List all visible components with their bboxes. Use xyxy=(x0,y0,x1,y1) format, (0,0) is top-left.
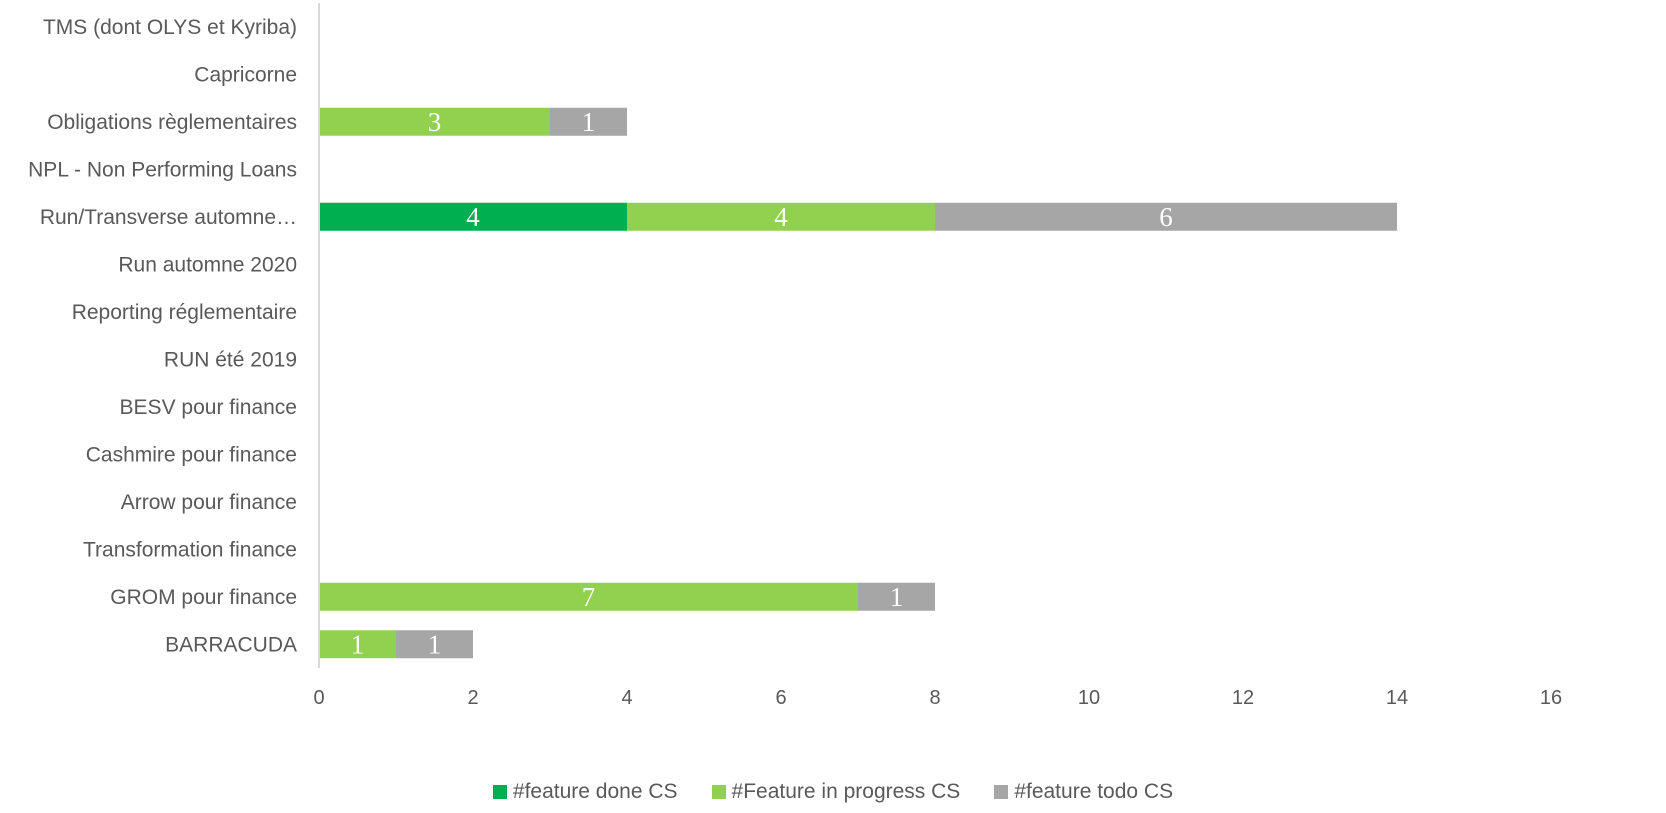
legend-swatch xyxy=(994,785,1009,799)
data-label: 1 xyxy=(582,107,596,137)
legend-swatch xyxy=(492,785,507,799)
category-label: GROM pour finance xyxy=(110,586,297,609)
category-label: Capricorne xyxy=(194,63,297,86)
category-label: Run automne 2020 xyxy=(118,253,297,276)
bar-segment xyxy=(319,202,627,231)
bar-segment xyxy=(550,107,627,136)
data-label: 1 xyxy=(428,629,442,659)
bar-segment xyxy=(858,582,935,611)
category-label: Reporting réglementaire xyxy=(72,301,297,324)
legend-item: #Feature in progress CS xyxy=(711,780,961,804)
data-label: 1 xyxy=(890,582,904,612)
x-tick-label: 2 xyxy=(467,687,478,709)
data-label: 4 xyxy=(774,202,788,232)
category-label: BARRACUDA xyxy=(165,633,297,656)
x-tick-label: 14 xyxy=(1386,687,1408,709)
legend-label: #feature done CS xyxy=(512,780,678,803)
x-tick-label: 0 xyxy=(313,687,324,709)
legend-swatch xyxy=(711,785,726,799)
category-label: Arrow pour finance xyxy=(121,491,297,514)
x-tick-label: 4 xyxy=(621,687,632,709)
category-label: Transformation finance xyxy=(83,538,297,561)
category-label: NPL - Non Performing Loans xyxy=(28,158,297,181)
legend-item: #feature done CS xyxy=(492,780,678,804)
chart-plot: TMS (dont OLYS et Kyriba) Capricorne Oblig… xyxy=(28,3,1562,709)
bar-segment xyxy=(396,630,473,659)
legend-item: #feature todo CS xyxy=(994,780,1173,804)
category-label: Obligations règlementaires xyxy=(47,111,297,134)
category-label: BESV pour finance xyxy=(120,396,297,419)
bar-segment xyxy=(627,202,935,231)
bar-segment xyxy=(319,582,858,611)
bar-segment xyxy=(935,202,1397,231)
data-label: 7 xyxy=(582,582,596,612)
data-label: 4 xyxy=(466,202,480,232)
category-label: Run/Transverse automne… xyxy=(40,206,297,229)
legend-label: #feature todo CS xyxy=(1014,780,1174,803)
category-label: TMS (dont OLYS et Kyriba) xyxy=(43,16,297,39)
x-tick-label: 6 xyxy=(775,687,786,709)
x-tick-label: 10 xyxy=(1078,687,1100,709)
x-tick-label: 12 xyxy=(1232,687,1254,709)
legend-label: #Feature in progress CS xyxy=(731,780,961,803)
data-label: 3 xyxy=(428,107,442,137)
data-label: 6 xyxy=(1159,202,1173,232)
bar-segment xyxy=(319,107,550,136)
x-tick-label: 8 xyxy=(929,687,940,709)
chart-legend: #feature done CS #Feature in progress CS #… xyxy=(0,780,1666,804)
category-label: Cashmire pour finance xyxy=(86,443,297,466)
category-label: RUN été 2019 xyxy=(164,348,297,371)
data-label: 1 xyxy=(351,629,365,659)
bar-segment xyxy=(319,630,396,659)
x-tick-label: 16 xyxy=(1540,687,1562,709)
